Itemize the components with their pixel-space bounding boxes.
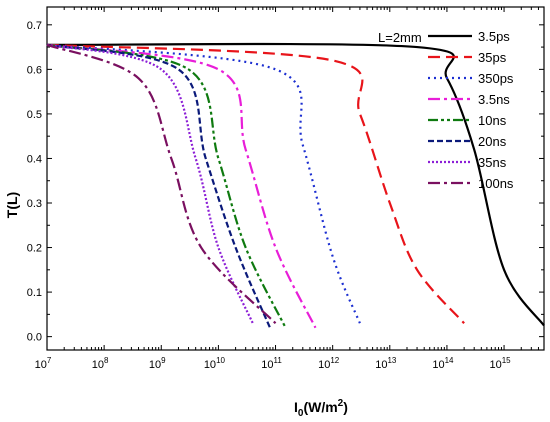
x-axis-title-main: I bbox=[294, 399, 298, 415]
x-tick-label: 1012 bbox=[318, 356, 340, 371]
x-tick-label: 1011 bbox=[261, 356, 282, 371]
x-tick-base: 10 bbox=[318, 359, 330, 371]
series-line-3.5ns bbox=[46, 43, 317, 329]
series-line-20ns bbox=[46, 43, 272, 329]
x-tick-exp: 9 bbox=[161, 356, 166, 365]
x-tick-label: 1015 bbox=[489, 356, 511, 371]
x-tick-label: 1013 bbox=[375, 356, 397, 371]
series-line-350ps bbox=[46, 43, 361, 324]
series-line-100ns bbox=[46, 43, 277, 325]
x-tick-base: 10 bbox=[432, 359, 444, 371]
x-tick-exp: 10 bbox=[216, 356, 225, 365]
x-tick-exp: 8 bbox=[104, 356, 109, 365]
legend-label-350ps: 350ps bbox=[478, 71, 514, 86]
x-tick-base: 10 bbox=[92, 359, 104, 371]
series-line-35ns bbox=[46, 43, 254, 324]
legend-label-100ns: 100ns bbox=[478, 176, 514, 191]
y-tick-label: 0.2 bbox=[27, 243, 42, 255]
y-tick-label: 0.5 bbox=[27, 109, 42, 121]
y-tick-label: 0.1 bbox=[27, 287, 42, 299]
x-tick-exp: 13 bbox=[387, 356, 396, 365]
x-tick-label: 1010 bbox=[204, 356, 226, 371]
x-axis-title: I0(W/m2) bbox=[294, 398, 348, 419]
x-tick-base: 10 bbox=[149, 359, 161, 371]
series-group bbox=[46, 42, 545, 329]
y-tick-label: 0.3 bbox=[27, 198, 42, 210]
x-tick-exp: 11 bbox=[274, 356, 283, 365]
x-tick-base: 10 bbox=[35, 359, 47, 371]
x-axis-title-sup: 2 bbox=[338, 398, 344, 409]
y-tick-label: 0.4 bbox=[27, 153, 42, 165]
legend-label-10ns: 10ns bbox=[478, 113, 507, 128]
x-tick-label: 107 bbox=[35, 356, 52, 371]
y-tick-label: 0.0 bbox=[27, 332, 42, 344]
plot-frame bbox=[46, 6, 545, 351]
x-axis-title-close: ) bbox=[343, 399, 348, 415]
x-tick-label: 108 bbox=[92, 356, 109, 371]
svg-text:I0(W/m2): I0(W/m2) bbox=[294, 398, 348, 419]
legend-label-20ns: 20ns bbox=[478, 134, 507, 149]
legend-label-3.5ps: 3.5ps bbox=[478, 29, 510, 44]
x-tick-base: 10 bbox=[375, 359, 387, 371]
x-tick-base: 10 bbox=[489, 359, 501, 371]
x-tick-label: 109 bbox=[149, 356, 166, 371]
y-tick-label: 0.7 bbox=[27, 20, 42, 32]
x-tick-base: 10 bbox=[204, 359, 216, 371]
legend: 3.5ps 35ps 350ps 3.5ns 10ns 20ns 35ns 100ns bbox=[428, 29, 514, 191]
x-axis-title-sub: 0 bbox=[298, 408, 304, 419]
y-tick-label: 0.6 bbox=[27, 64, 42, 76]
x-tick-label: 1014 bbox=[432, 356, 454, 371]
series-line-10ns bbox=[46, 43, 287, 329]
y-axis-title: T(L) bbox=[4, 192, 20, 218]
x-tick-exp: 12 bbox=[330, 356, 339, 365]
x-tick-exp: 7 bbox=[47, 356, 52, 365]
x-tick-exp: 14 bbox=[445, 356, 454, 365]
legend-label-3.5ns: 3.5ns bbox=[478, 92, 510, 107]
legend-label-35ns: 35ns bbox=[478, 155, 507, 170]
annotation-label: L=2mm bbox=[378, 30, 422, 45]
x-axis-title-unit: (W/m bbox=[303, 399, 337, 415]
x-tick-exp: 15 bbox=[502, 356, 511, 365]
legend-label-35ps: 35ps bbox=[478, 50, 507, 65]
series-line-3.5ps bbox=[46, 42, 545, 327]
x-tick-base: 10 bbox=[261, 359, 273, 371]
series-line-35ps bbox=[46, 43, 465, 325]
